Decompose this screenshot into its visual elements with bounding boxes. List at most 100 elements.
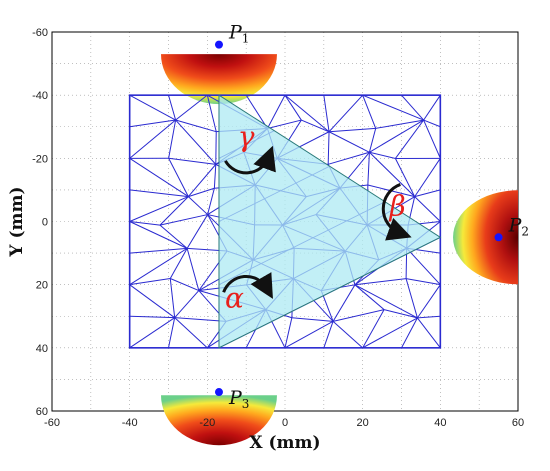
x-tick-label: -60	[44, 417, 60, 429]
mesh-edge	[423, 94, 441, 121]
mesh-edge	[174, 290, 200, 318]
mesh-edge	[187, 164, 217, 197]
mesh-edge	[328, 131, 370, 153]
mesh-edge	[284, 317, 293, 348]
mesh-edge	[168, 95, 177, 121]
mesh-edge	[414, 158, 441, 197]
mesh-border	[128, 94, 442, 349]
mesh-edge	[267, 119, 302, 129]
mesh-edge	[169, 278, 176, 318]
mesh-edge	[284, 94, 330, 133]
mesh-edge	[328, 151, 370, 165]
angle-labels: α β γ	[225, 120, 406, 314]
mesh-edge	[207, 188, 215, 215]
mesh-edge	[129, 221, 188, 249]
y-tick-label: 60	[36, 406, 48, 418]
x-tick-label: 40	[434, 417, 446, 429]
y-tick-label: 40	[36, 343, 48, 355]
mesh-edge	[129, 247, 188, 254]
heat-sources	[160, 54, 518, 446]
mesh-edge	[129, 157, 189, 198]
angle-arrow	[381, 183, 412, 241]
mesh-edge	[369, 151, 416, 198]
mesh-edge	[354, 284, 385, 310]
mesh-edge	[129, 317, 175, 349]
x-tick-labels: -60 -40 -20 0 20 40 60	[44, 417, 524, 429]
source-points: P1 P2 P3	[214, 22, 529, 411]
angle-label: α	[225, 281, 244, 314]
mesh-edge	[417, 315, 441, 319]
mesh-edge	[416, 284, 441, 319]
mesh-edge	[284, 94, 302, 121]
mesh-edge	[362, 317, 418, 349]
y-tick-label: -20	[32, 153, 48, 165]
mesh-edge	[405, 278, 418, 319]
source-point	[214, 40, 223, 49]
mesh-edge	[329, 127, 376, 133]
mesh-edge	[394, 158, 416, 197]
heat-source-p1	[160, 54, 277, 105]
mesh-edge	[401, 317, 418, 349]
mesh-edge	[332, 309, 385, 322]
mesh-edge	[414, 189, 441, 198]
mesh-edge	[362, 309, 385, 349]
mesh-edge	[129, 247, 188, 286]
angle-arrow	[222, 272, 273, 299]
point-label: P1	[228, 22, 249, 46]
mesh-edge	[301, 119, 330, 133]
x-tick-label: -20	[199, 417, 215, 429]
mesh-edge	[175, 119, 217, 133]
mesh-edge	[170, 278, 200, 291]
mesh-edge	[354, 284, 418, 319]
x-axis-title: X (mm)	[249, 433, 320, 453]
angle-label: γ	[238, 120, 255, 153]
mesh-edge	[129, 196, 189, 222]
mesh-edge	[245, 94, 268, 129]
y-tick-label: 0	[42, 217, 48, 229]
mesh-edge	[375, 119, 424, 129]
angle-label: β	[389, 190, 406, 223]
mesh-edge	[332, 320, 364, 349]
mesh-edge	[159, 224, 188, 249]
mesh-edge	[213, 164, 217, 189]
mesh-edge	[354, 278, 407, 286]
y-tick-label: -40	[32, 90, 48, 102]
mesh-edge	[168, 119, 177, 159]
mesh-edge	[406, 247, 441, 286]
x-tick-label: 0	[282, 417, 288, 429]
point-label: P3	[228, 387, 249, 411]
source-point	[494, 233, 503, 242]
angle-arrow	[224, 145, 276, 175]
mesh-edge	[284, 320, 334, 349]
mesh-edge	[291, 317, 334, 322]
mesh-edge	[175, 119, 217, 165]
mesh-edge	[327, 131, 330, 165]
mesh-edge	[186, 248, 200, 291]
mesh-edge	[406, 278, 441, 286]
mesh-edge	[383, 309, 418, 319]
mesh-edge	[188, 187, 215, 198]
angle-arrows	[222, 145, 412, 299]
mesh-edge	[129, 189, 189, 198]
y-axis-title: Y (mm)	[7, 186, 27, 257]
mesh-edge	[369, 119, 424, 153]
mesh-edge	[169, 248, 188, 279]
point-label: P2	[508, 214, 529, 238]
mesh-edge	[129, 315, 175, 319]
mesh-edge	[414, 196, 441, 222]
heat-source-p3	[160, 395, 277, 446]
mesh-edge	[129, 119, 176, 128]
x-tick-label: 20	[357, 417, 369, 429]
mesh-edge	[368, 128, 377, 153]
heat-source-p2	[453, 190, 518, 285]
mesh-edge	[332, 284, 356, 322]
mesh-edge	[129, 119, 176, 159]
mesh-edge	[175, 94, 208, 121]
mesh-edge	[367, 152, 370, 186]
mesh-edge	[129, 284, 175, 319]
mesh-edge	[168, 317, 176, 348]
y-tick-labels: -60 -40 -20 0 20 40 60	[32, 27, 48, 418]
mesh-edge	[323, 321, 334, 348]
mesh-edge	[174, 317, 227, 322]
